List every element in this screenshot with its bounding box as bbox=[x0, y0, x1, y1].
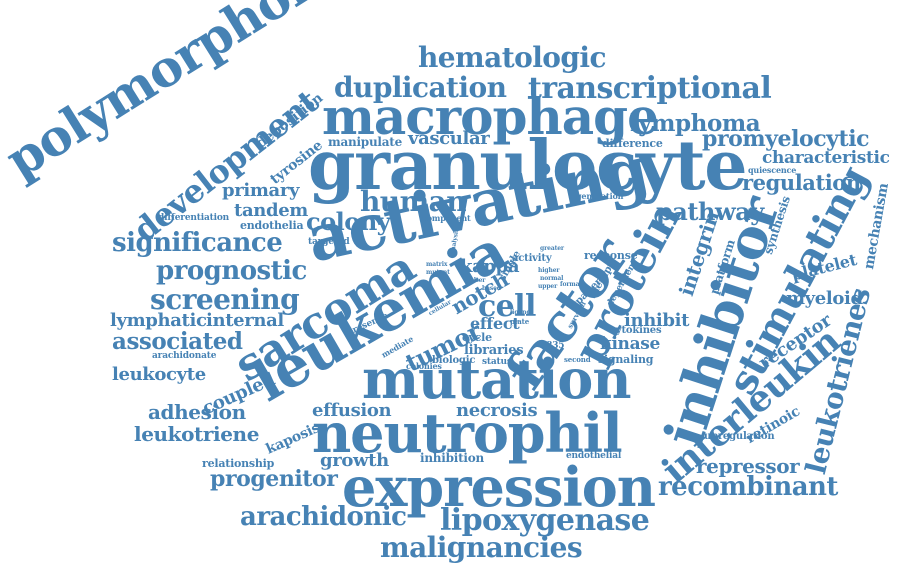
word-kappa: kappa bbox=[460, 256, 520, 277]
word-lipoxygenase: lipoxygenase bbox=[440, 503, 650, 538]
word-relationship: relationship bbox=[202, 457, 275, 470]
word-duplication: duplication bbox=[334, 71, 507, 104]
word-targeted: targeted bbox=[308, 237, 350, 247]
word-d835: d835 bbox=[540, 341, 565, 351]
word-mutation: mutation bbox=[362, 347, 632, 411]
word-signaling: signaling bbox=[598, 353, 654, 366]
word-colonies: colonies bbox=[406, 361, 442, 371]
word-repressor: repressor bbox=[696, 454, 800, 478]
word-libraries: libraries bbox=[464, 343, 524, 358]
word-characteristic: characteristic bbox=[762, 148, 890, 168]
word-effusion: effusion bbox=[312, 400, 392, 421]
word-hematologic: hematologic bbox=[418, 41, 607, 74]
word-higher: higher bbox=[538, 267, 560, 274]
word-upper: upper bbox=[538, 283, 558, 290]
word-normal: normal bbox=[540, 275, 564, 282]
word-endothelia: endothelia bbox=[240, 219, 304, 232]
word-human: human bbox=[360, 185, 467, 218]
word-leukocyte: leukocyte bbox=[112, 364, 206, 385]
word-adhesion: adhesion bbox=[148, 400, 246, 424]
word-inhibition: inhibition bbox=[420, 451, 484, 465]
word-macrophage: macrophage bbox=[322, 87, 659, 146]
word-effect: effect bbox=[470, 314, 520, 333]
word-lymphoma: lymphoma bbox=[630, 110, 761, 137]
word-upregulation: upregulation bbox=[704, 431, 775, 442]
word-myeloid: myeloid bbox=[786, 288, 863, 309]
word-transcriptional: transcriptional bbox=[528, 71, 772, 106]
word-cytokines: cytokines bbox=[610, 325, 662, 336]
word-primary: primary bbox=[222, 180, 300, 201]
word-cell: cell bbox=[478, 289, 536, 324]
word-malignancies: malignancies bbox=[380, 531, 583, 564]
word-manipulate: manipulate bbox=[328, 135, 402, 149]
word-quiescence: quiescence bbox=[748, 165, 797, 175]
word-vascular: vascular bbox=[408, 128, 490, 149]
word-based: based bbox=[482, 285, 501, 292]
word-biologic: biologic bbox=[432, 355, 476, 366]
word-colony: colony bbox=[306, 207, 391, 236]
word-neutrophil: neutrophil bbox=[312, 401, 623, 465]
word-inhibit: inhibit bbox=[624, 310, 690, 331]
word-significance: significance bbox=[112, 228, 283, 258]
word-difference: difference bbox=[602, 137, 663, 150]
word-expression: expression bbox=[342, 455, 656, 519]
word-second: second bbox=[564, 355, 591, 364]
word-promyelocytic: promyelocytic bbox=[702, 126, 870, 152]
word-recombinant: recombinant bbox=[658, 472, 838, 502]
word-generation: generation bbox=[576, 191, 624, 201]
word-matrix: matrix bbox=[426, 261, 448, 268]
word-growth: growth bbox=[320, 450, 389, 471]
word-endothelial: endothelial bbox=[566, 451, 622, 461]
word-cycle: cycle bbox=[462, 331, 492, 344]
word-differentiation: differentiation bbox=[158, 213, 230, 223]
word-formal: formal bbox=[560, 281, 582, 288]
word-leukotriene: leukotriene bbox=[134, 422, 260, 446]
word-alter: alter bbox=[470, 277, 486, 284]
word-prognostic: prognostic bbox=[156, 256, 307, 286]
word-greater: greater bbox=[540, 245, 564, 252]
word-progenitor: progenitor bbox=[210, 466, 338, 492]
word-mutant: mutant bbox=[426, 269, 450, 276]
word-arachidonate: arachidonate bbox=[152, 351, 217, 361]
word-arachidonic: arachidonic bbox=[240, 502, 407, 532]
word-activity: activity bbox=[512, 253, 552, 264]
word-lymphatic: lymphatic bbox=[110, 310, 207, 331]
word-tandem: tandem bbox=[234, 200, 308, 221]
word-pathway: pathway bbox=[656, 197, 764, 226]
word-status: status bbox=[482, 357, 512, 367]
word-associated: associated bbox=[112, 328, 243, 355]
word-necrosis: necrosis bbox=[456, 400, 538, 421]
word-ligand: ligand bbox=[510, 309, 531, 316]
word-screening: screening bbox=[150, 283, 300, 316]
word-regulation: regulation bbox=[742, 170, 861, 195]
word-component: component bbox=[422, 213, 471, 223]
word-response: response bbox=[584, 249, 638, 262]
word-kinase: kinase bbox=[600, 334, 660, 354]
word-granulocyte: granulocyte bbox=[308, 126, 748, 206]
word-plate: plate bbox=[510, 317, 530, 326]
word-internal: internal bbox=[206, 310, 284, 331]
